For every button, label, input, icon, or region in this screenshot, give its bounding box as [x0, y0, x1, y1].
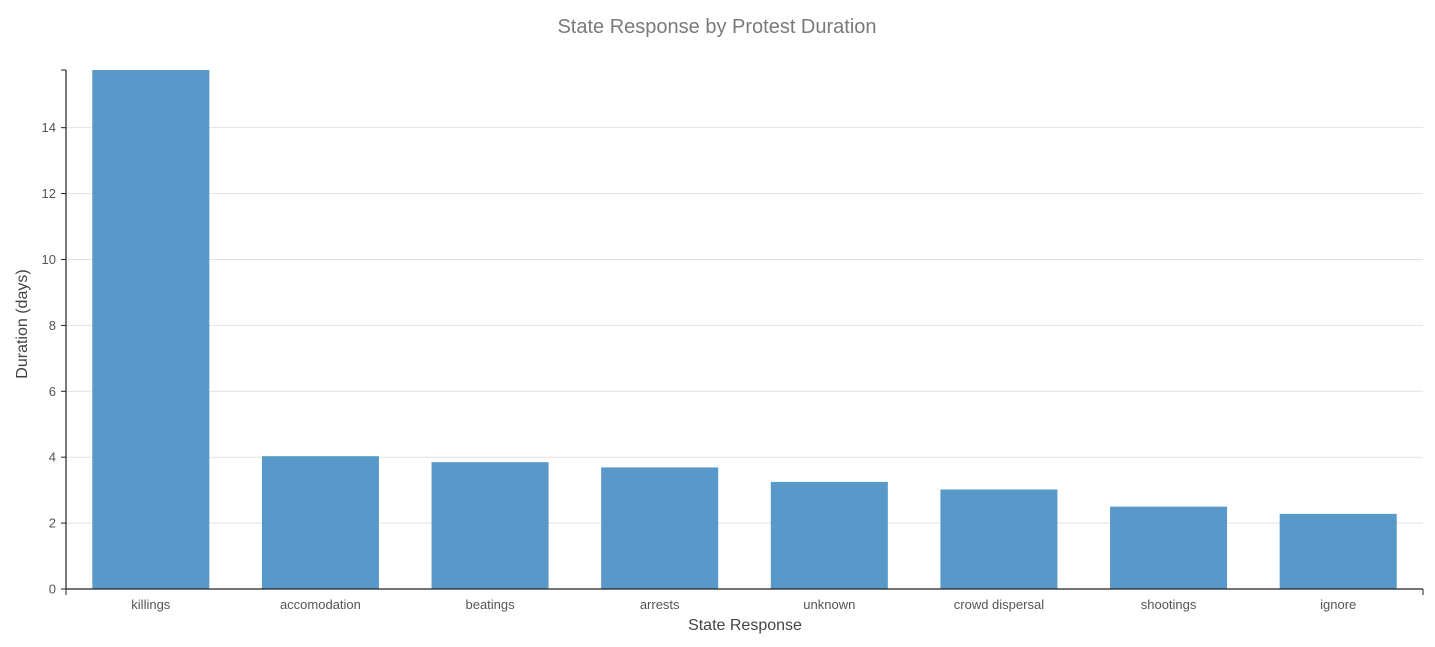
y-tick-label: 2 — [49, 516, 56, 531]
x-axis-title: State Response — [688, 617, 802, 634]
y-tick-label: 10 — [42, 252, 56, 267]
x-tick-label: arrests — [640, 597, 680, 612]
chart-title: State Response by Protest Duration — [557, 16, 876, 38]
bars — [92, 70, 1397, 589]
y-tick-label: 6 — [49, 384, 56, 399]
bar-crowd-dispersal[interactable] — [940, 489, 1058, 589]
axes — [61, 69, 1424, 595]
x-axis-ticks: killings accomodation beatings arrests unkno… — [131, 597, 1356, 612]
y-tick-label: 4 — [49, 450, 56, 465]
bar-killings[interactable] — [92, 70, 210, 589]
x-tick-label: beatings — [465, 597, 515, 612]
x-tick-label: ignore — [1320, 597, 1356, 612]
x-tick-label: accomodation — [280, 597, 361, 612]
y-axis-ticks: 0 2 4 6 8 10 12 14 — [42, 120, 66, 597]
bar-unknown[interactable] — [770, 481, 888, 589]
x-tick-label: crowd dispersal — [954, 597, 1044, 612]
x-tick-label: killings — [131, 597, 171, 612]
y-tick-label: 0 — [49, 582, 56, 597]
bar-arrests[interactable] — [601, 467, 719, 589]
x-tick-label: unknown — [803, 597, 855, 612]
y-tick-label: 14 — [42, 120, 56, 135]
y-tick-label: 8 — [49, 318, 56, 333]
bar-beatings[interactable] — [431, 462, 549, 589]
bar-ignore[interactable] — [1279, 513, 1397, 589]
x-tick-label: shootings — [1141, 597, 1197, 612]
bar-accomodation[interactable] — [261, 456, 379, 589]
y-tick-label: 12 — [42, 186, 56, 201]
y-axis-title: Duration (days) — [14, 269, 31, 378]
bar-shootings[interactable] — [1110, 506, 1228, 589]
